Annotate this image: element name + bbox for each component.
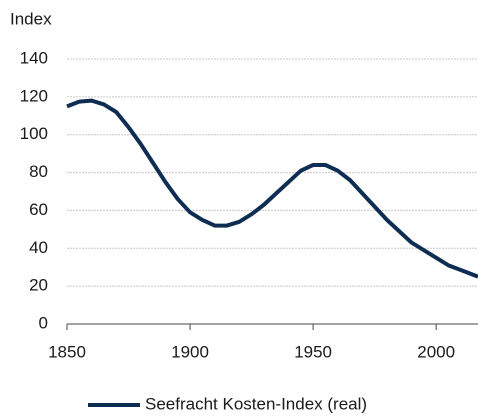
y-tick-label: 140 [20,48,48,67]
y-tick-label: 120 [20,86,48,105]
y-tick-label: 60 [29,200,48,219]
line [66,98,478,279]
y-axis-label: Index [10,9,52,28]
y-tick-label: 100 [20,124,48,143]
y-tick-label: 80 [29,162,48,181]
x-tick-label: 1950 [294,342,332,361]
x-tick-label: 1900 [171,342,209,361]
y-tick-label: 20 [29,276,48,295]
legend-label: Seefracht Kosten-Index (real) [145,394,367,413]
y-tick-label: 40 [29,238,48,257]
x-tick-label: 2000 [417,342,455,361]
y-tick-label: 0 [39,313,48,332]
x-tick-label: 1850 [48,342,86,361]
